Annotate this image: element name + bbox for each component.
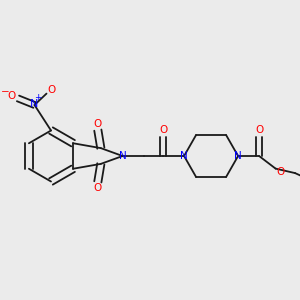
Text: +: + [34, 93, 41, 102]
Text: O: O [94, 184, 102, 194]
Text: O: O [255, 125, 263, 135]
Text: N: N [30, 98, 39, 109]
Text: O: O [277, 167, 285, 177]
Text: N: N [234, 151, 242, 161]
Text: N: N [119, 151, 127, 161]
Text: O: O [94, 118, 102, 128]
Text: −: − [1, 87, 10, 97]
Text: N: N [180, 151, 188, 161]
Text: O: O [159, 125, 167, 135]
Text: O: O [7, 91, 16, 101]
Text: O: O [48, 85, 56, 95]
